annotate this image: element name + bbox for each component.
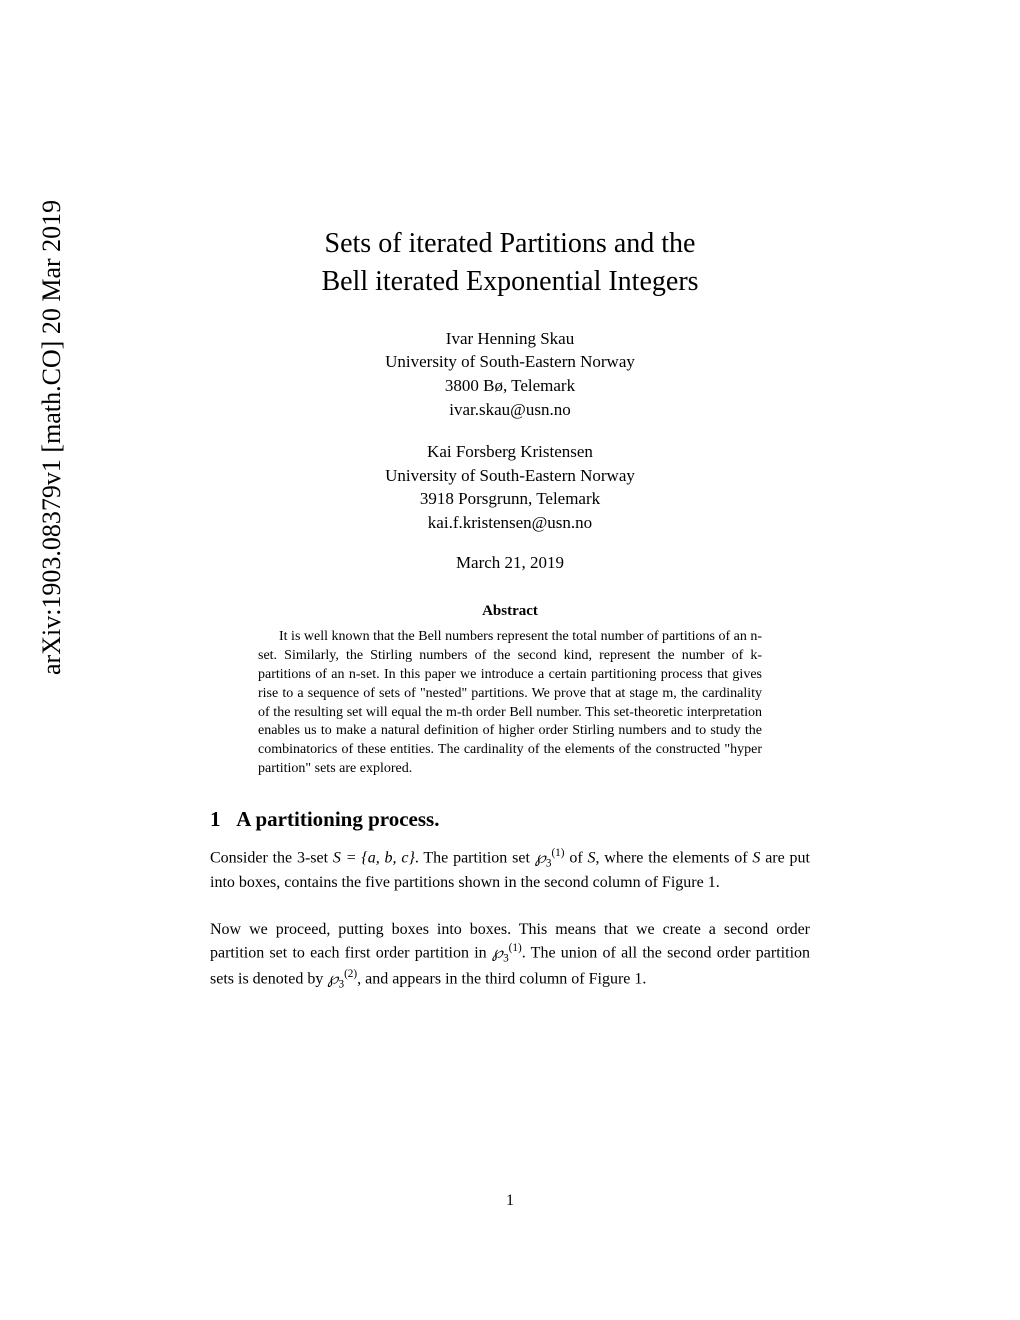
author-name: Ivar Henning Skau: [446, 329, 574, 348]
para2-text: , and appears in the third column of Fig…: [357, 971, 646, 988]
author-name: Kai Forsberg Kristensen: [427, 442, 593, 461]
para1-text: of: [565, 849, 588, 866]
section-heading: 1 A partitioning process.: [210, 807, 810, 832]
author-block-2: Kai Forsberg Kristensen University of So…: [210, 440, 810, 535]
math-sup: (2): [344, 968, 357, 980]
math-set-def: S = {a, b, c}: [333, 849, 415, 866]
author-email: kai.f.kristensen@usn.no: [428, 513, 592, 532]
body-paragraph-1: Consider the 3-set S = {a, b, c}. The pa…: [210, 846, 810, 895]
abstract-body: It is well known that the Bell numbers r…: [258, 628, 762, 779]
paper-date: March 21, 2019: [210, 553, 810, 573]
math-sub: 3: [503, 953, 509, 965]
math-sub: 3: [546, 858, 552, 870]
paper-content: Sets of iterated Partitions and the Bell…: [210, 225, 810, 1017]
author-affiliation: University of South-Eastern Norway: [385, 466, 635, 485]
math-sup: (1): [551, 847, 564, 859]
section-title: A partitioning process.: [236, 807, 439, 831]
title-line-2: Bell iterated Exponential Integers: [321, 266, 698, 297]
math-sub: 3: [338, 979, 344, 991]
author-address: 3918 Porsgrunn, Telemark: [420, 489, 600, 508]
author-block-1: Ivar Henning Skau University of South-Ea…: [210, 327, 810, 422]
author-email: ivar.skau@usn.no: [449, 400, 570, 419]
para1-text: , where the elements of: [595, 849, 752, 866]
paper-title: Sets of iterated Partitions and the Bell…: [210, 225, 810, 301]
section-number: 1: [210, 807, 221, 831]
para1-text: Consider the 3-set: [210, 849, 333, 866]
abstract-heading: Abstract: [210, 603, 810, 620]
math-wp: ℘: [327, 971, 338, 988]
body-paragraph-2: Now we proceed, putting boxes into boxes…: [210, 919, 810, 994]
title-line-1: Sets of iterated Partitions and the: [325, 228, 696, 259]
page-number: 1: [0, 1192, 1020, 1210]
math-wp: ℘: [535, 849, 546, 866]
arxiv-identifier: arXiv:1903.08379v1 [math.CO] 20 Mar 2019: [37, 200, 67, 675]
math-sup: (1): [509, 942, 522, 954]
author-address: 3800 Bø, Telemark: [445, 376, 575, 395]
para1-text: . The partition set: [415, 849, 535, 866]
math-wp: ℘: [492, 944, 503, 961]
author-affiliation: University of South-Eastern Norway: [385, 352, 635, 371]
